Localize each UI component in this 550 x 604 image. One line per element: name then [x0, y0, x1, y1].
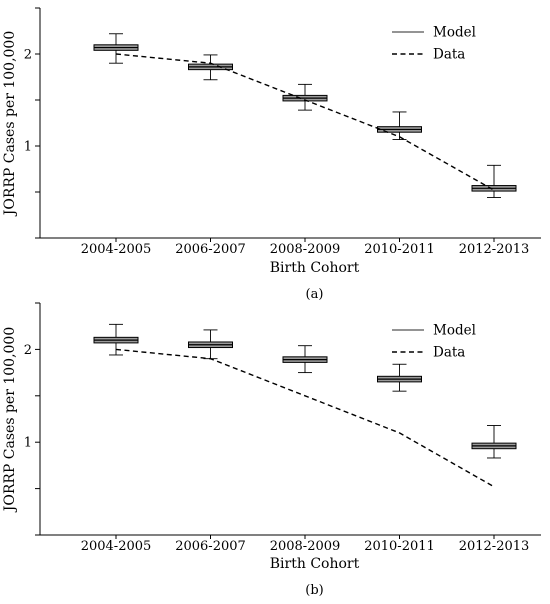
legend: Model Data: [392, 323, 476, 361]
x-tick-label: 2012-2013: [459, 539, 530, 554]
x-axis-title: Birth Cohort: [270, 556, 360, 572]
box-plot: [93, 323, 139, 356]
panel-label: (a): [306, 287, 324, 302]
x-tick-label: 2010-2011: [364, 242, 435, 257]
box-plot: [377, 111, 422, 141]
x-tick-label: 2006-2007: [175, 539, 246, 554]
chart-panel-b: 1 2 2004-2005 2006-2007 2008-2009 2010-2011 20…: [2, 302, 541, 598]
x-tick-label: 2008-2009: [270, 539, 341, 554]
box-plot: [188, 329, 233, 360]
y-tick-label: 2: [24, 48, 32, 63]
box-plot: [377, 363, 422, 392]
x-tick-label: 2012-2013: [459, 242, 530, 257]
legend-label: Model: [433, 25, 476, 41]
data-series-line: [115, 348, 495, 488]
y-axis-title: JORRP Cases per 100,000: [2, 31, 18, 218]
x-tick-label: 2004-2005: [81, 242, 152, 257]
x-tick-label: 2004-2005: [81, 539, 152, 554]
panel-label: (b): [305, 583, 323, 598]
y-tick-label: 1: [24, 436, 32, 451]
legend-label: Data: [433, 47, 465, 63]
x-tick-label: 2006-2007: [175, 242, 246, 257]
y-tick-label: 2: [24, 343, 32, 358]
x-tick-label: 2010-2011: [364, 539, 435, 554]
box-plot: [188, 54, 233, 81]
y-axis-title: JORRP Cases per 100,000: [2, 327, 18, 514]
legend: Model Data: [392, 25, 476, 63]
box-plot: [282, 83, 328, 111]
x-axis-title: Birth Cohort: [270, 260, 360, 276]
legend-label: Data: [433, 345, 465, 361]
chart-panel-a: 1 2 2004-2005 2006-2007 2008-2009 2010-2011 20…: [2, 7, 541, 302]
data-series-line: [115, 53, 495, 191]
box-plot: [282, 345, 328, 374]
box-plot: [471, 164, 517, 198]
box-plot: [93, 33, 139, 64]
legend-label: Model: [433, 323, 476, 339]
x-tick-label: 2008-2009: [270, 242, 341, 257]
box-plot: [471, 425, 517, 459]
y-tick-label: 1: [24, 140, 32, 155]
